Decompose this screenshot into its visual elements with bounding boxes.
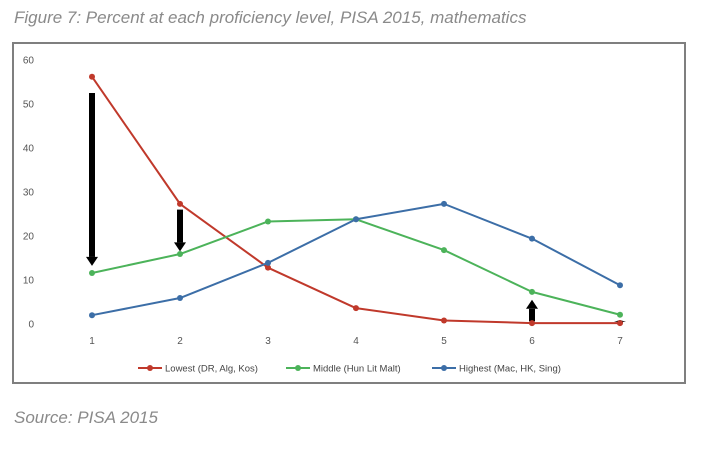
legend: Lowest (DR, Alg, Kos) Middle (Hun Lit Mal… [138,364,561,375]
legend-label: Highest (Mac, HK, Sing) [459,364,561,375]
annotation-arrows [86,93,626,324]
data-point [89,73,95,80]
data-point [529,235,535,242]
y-tick-label: 20 [23,232,35,243]
y-tick-label: 0 [28,320,34,331]
x-tick-label: 1 [89,336,95,347]
y-tick-label: 60 [23,56,35,67]
data-point [89,269,95,276]
source-note: Source: PISA 2015 [14,408,158,427]
chart-frame: 0 10 20 30 40 50 60 1 2 3 4 5 6 7 Lowest (DR, Alg, Ko… [12,42,686,384]
series-line [91,76,620,325]
data-point [441,317,447,324]
legend-label: Middle (Hun Lit Malt) [313,364,401,375]
data-point [441,247,447,254]
annotation-arrow [86,93,98,266]
legend-entry: Middle (Hun Lit Malt) [286,364,401,375]
data-point [177,295,183,302]
data-point [617,282,623,289]
x-tick-label: 2 [177,336,183,347]
data-point [617,320,623,327]
series [89,73,623,327]
data-point [353,305,359,312]
series [89,200,623,319]
data-point [265,264,271,271]
data-point [529,288,535,295]
x-tick-label: 5 [441,336,447,347]
series [89,216,623,318]
data-point [177,251,183,258]
data-point [617,311,623,318]
data-point [353,216,359,223]
data-point [265,259,271,266]
y-axis-ticks: 0 10 20 30 40 50 60 1 2 3 4 5 6 7 [23,56,623,348]
y-tick-label: 50 [23,100,35,111]
figure-title: Figure 7: Percent at each proficiency le… [14,8,527,27]
legend-entry: Lowest (DR, Alg, Kos) [138,364,258,375]
y-tick-label: 30 [23,188,35,199]
legend-entry: Highest (Mac, HK, Sing) [432,364,561,375]
x-tick-label: 7 [617,336,623,347]
legend-label: Lowest (DR, Alg, Kos) [165,364,258,375]
data-point [265,218,271,225]
y-tick-label: 10 [23,276,35,287]
x-tick-label: 4 [353,336,359,347]
data-point [441,200,447,207]
x-tick-label: 3 [265,336,271,347]
data-point [89,312,95,319]
x-tick-label: 6 [529,336,535,347]
data-point [177,200,183,207]
annotation-arrow [526,299,538,322]
y-tick-label: 40 [23,144,35,155]
data-point [529,320,535,327]
series-lines [89,73,623,327]
line-chart: 0 10 20 30 40 50 60 1 2 3 4 5 6 7 Lowest (DR, Alg, Ko… [23,56,626,375]
annotation-arrow [174,209,186,252]
